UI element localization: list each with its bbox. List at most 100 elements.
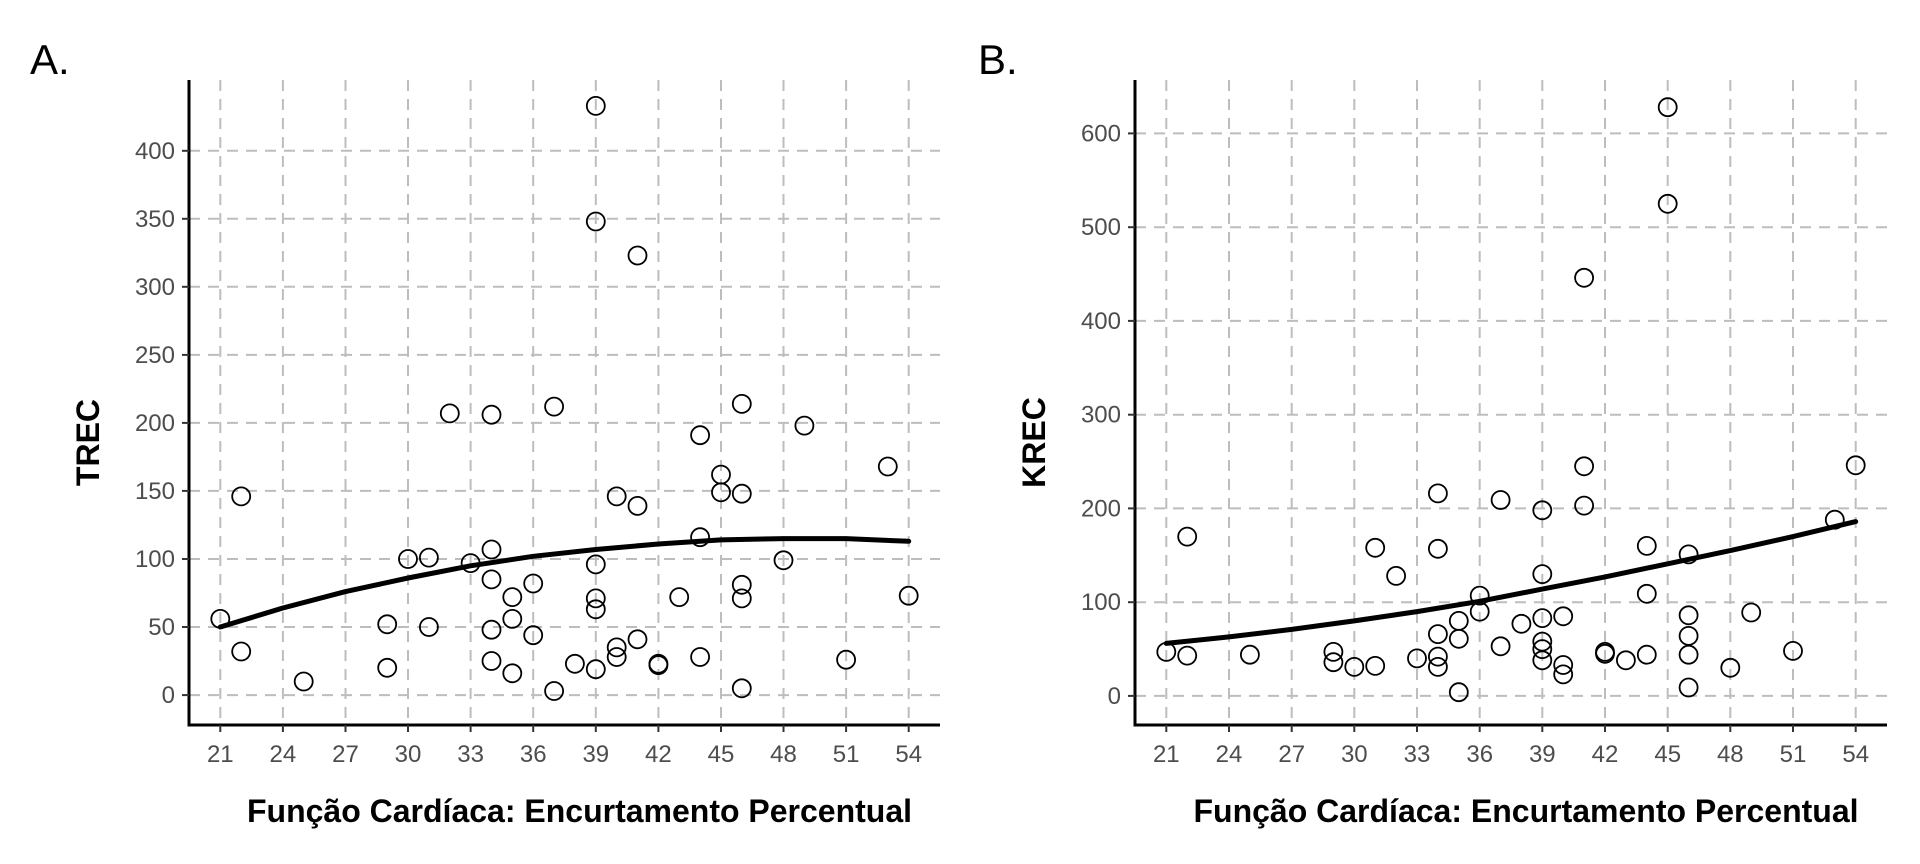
data-point bbox=[1616, 650, 1636, 671]
data-point bbox=[544, 396, 564, 417]
data-point bbox=[1636, 644, 1657, 665]
data-point bbox=[439, 403, 460, 424]
data-point bbox=[648, 655, 669, 675]
data-point bbox=[1407, 648, 1427, 669]
data-point bbox=[1720, 657, 1741, 678]
x-axis-title: Função Cardíaca: Encurtamento Percentual bbox=[247, 793, 912, 829]
data-point bbox=[418, 617, 439, 637]
data-point bbox=[794, 415, 815, 436]
data-point bbox=[627, 245, 648, 266]
data-point bbox=[836, 649, 856, 670]
data-point bbox=[398, 549, 418, 569]
data-point bbox=[1532, 500, 1553, 521]
data-point bbox=[1553, 664, 1574, 685]
data-point bbox=[1532, 650, 1553, 671]
data-point bbox=[502, 663, 523, 684]
data-point bbox=[1678, 544, 1699, 565]
data-point bbox=[523, 625, 544, 646]
data-point bbox=[585, 96, 606, 116]
grid-lines bbox=[1135, 80, 1887, 725]
data-point bbox=[1574, 456, 1594, 477]
data-point bbox=[606, 637, 627, 658]
data-point bbox=[877, 456, 898, 477]
axis-ticks: 21 24 27 30 33 36 39 42 45 48 51 54 0 50 100 150 200 250 3… bbox=[135, 138, 922, 768]
axis-ticks: 21 24 27 30 33 36 39 42 45 48 51 54 0 100 200 300 400 500… bbox=[1081, 120, 1869, 768]
data-point bbox=[898, 585, 919, 606]
data-point bbox=[1448, 611, 1469, 631]
data-point bbox=[293, 671, 314, 692]
y-tick-label: 50 bbox=[148, 614, 175, 641]
data-point bbox=[1553, 606, 1574, 627]
x-tick-label: 27 bbox=[1278, 741, 1305, 768]
x-tick-label: 36 bbox=[1466, 741, 1493, 768]
y-tick-label: 300 bbox=[135, 274, 175, 301]
data-point bbox=[731, 393, 752, 414]
fit-curve bbox=[217, 536, 912, 630]
data-point bbox=[690, 425, 710, 446]
data-point bbox=[1177, 526, 1198, 547]
data-point bbox=[1428, 624, 1448, 644]
y-tick-label: 200 bbox=[135, 410, 175, 437]
x-tick-label: 45 bbox=[708, 741, 735, 768]
data-point bbox=[1657, 193, 1678, 214]
data-point bbox=[418, 547, 439, 568]
data-point bbox=[502, 587, 523, 607]
data-point bbox=[1365, 656, 1386, 676]
panel-b-krec: B. 21 24 27 30 33 36 39 42 45 48 51 54 0 100 200 300 400… bbox=[978, 36, 1887, 829]
x-tick-label: 27 bbox=[332, 741, 359, 768]
data-point bbox=[711, 482, 731, 503]
data-point bbox=[1448, 682, 1469, 703]
data-point bbox=[1428, 657, 1448, 677]
data-point bbox=[565, 653, 585, 674]
y-tick-label: 100 bbox=[1081, 589, 1121, 616]
data-point bbox=[1177, 645, 1198, 666]
data-point bbox=[1595, 643, 1615, 664]
x-tick-label: 54 bbox=[1842, 741, 1869, 768]
data-point bbox=[1657, 97, 1678, 118]
plot-axes bbox=[1133, 80, 1887, 727]
data-point bbox=[1741, 602, 1762, 623]
y-tick-label: 250 bbox=[135, 342, 175, 369]
data-point bbox=[481, 539, 502, 560]
y-tick-label: 350 bbox=[135, 206, 175, 233]
x-tick-label: 39 bbox=[1529, 741, 1556, 768]
data-point bbox=[690, 647, 710, 667]
data-point bbox=[1428, 646, 1448, 667]
x-tick-label: 24 bbox=[1216, 741, 1243, 768]
data-point bbox=[585, 211, 606, 232]
y-axis-title: TREC bbox=[70, 399, 106, 486]
data-point bbox=[1678, 644, 1699, 665]
x-tick-label: 33 bbox=[1404, 741, 1431, 768]
panel-a-trec: A. 21 24 27 30 33 36 39 42 45 48 51 540501001502002… bbox=[30, 36, 940, 829]
y-axis-title: KREC bbox=[1016, 397, 1052, 488]
y-tick-label: 400 bbox=[1081, 308, 1121, 335]
data-point bbox=[1240, 644, 1260, 665]
data-point bbox=[502, 609, 523, 629]
data-point bbox=[585, 554, 606, 575]
data-point bbox=[731, 588, 752, 609]
x-tick-label: 42 bbox=[1592, 741, 1619, 768]
data-point bbox=[606, 647, 627, 667]
data-point bbox=[1532, 639, 1553, 659]
data-point bbox=[1323, 642, 1344, 662]
data-point bbox=[544, 681, 564, 701]
x-tick-label: 45 bbox=[1654, 741, 1681, 768]
x-tick-label: 51 bbox=[833, 741, 860, 768]
x-tick-label: 21 bbox=[1153, 741, 1180, 768]
data-point bbox=[1636, 583, 1657, 604]
y-tick-label: 500 bbox=[1081, 214, 1121, 241]
data-point bbox=[481, 619, 502, 640]
data-point bbox=[231, 486, 252, 507]
plot-axes bbox=[187, 80, 940, 727]
data-point bbox=[481, 651, 502, 671]
data-point bbox=[1365, 537, 1386, 558]
data-point bbox=[1532, 564, 1553, 584]
data-point bbox=[731, 678, 752, 699]
x-tick-label: 36 bbox=[520, 741, 547, 768]
data-point bbox=[1678, 605, 1699, 626]
data-point bbox=[585, 599, 606, 620]
data-point bbox=[523, 573, 544, 594]
data-point bbox=[377, 657, 398, 678]
data-point bbox=[1469, 585, 1490, 606]
y-tick-label: 600 bbox=[1081, 120, 1121, 147]
